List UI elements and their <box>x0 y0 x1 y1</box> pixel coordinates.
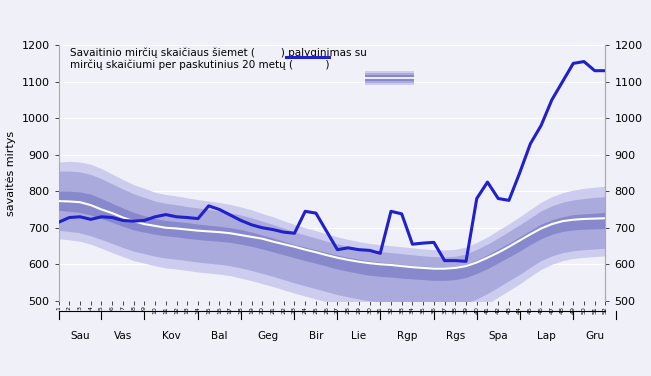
Text: Vas: Vas <box>114 332 132 341</box>
Text: Savaitinio mirčių skaičiaus šiemet (        ) palyginimas su
mirčių skaičiumi pe: Savaitinio mirčių skaičiaus šiemet ( ) p… <box>70 48 367 70</box>
Text: Kov: Kov <box>162 332 180 341</box>
Text: Rgs: Rgs <box>446 332 465 341</box>
Text: Bal: Bal <box>211 332 228 341</box>
Text: Gru: Gru <box>585 332 604 341</box>
Bar <box>365 75 414 80</box>
Text: Lap: Lap <box>537 332 556 341</box>
Text: Spa: Spa <box>488 332 508 341</box>
Text: Rgp: Rgp <box>397 332 417 341</box>
Text: Sau: Sau <box>70 332 90 341</box>
Bar <box>365 73 414 83</box>
Text: Lie: Lie <box>352 332 367 341</box>
Bar <box>365 71 414 85</box>
Text: Geg: Geg <box>257 332 278 341</box>
Y-axis label: savaitės mirtys: savaitės mirtys <box>6 130 16 215</box>
Text: Bir: Bir <box>309 332 323 341</box>
